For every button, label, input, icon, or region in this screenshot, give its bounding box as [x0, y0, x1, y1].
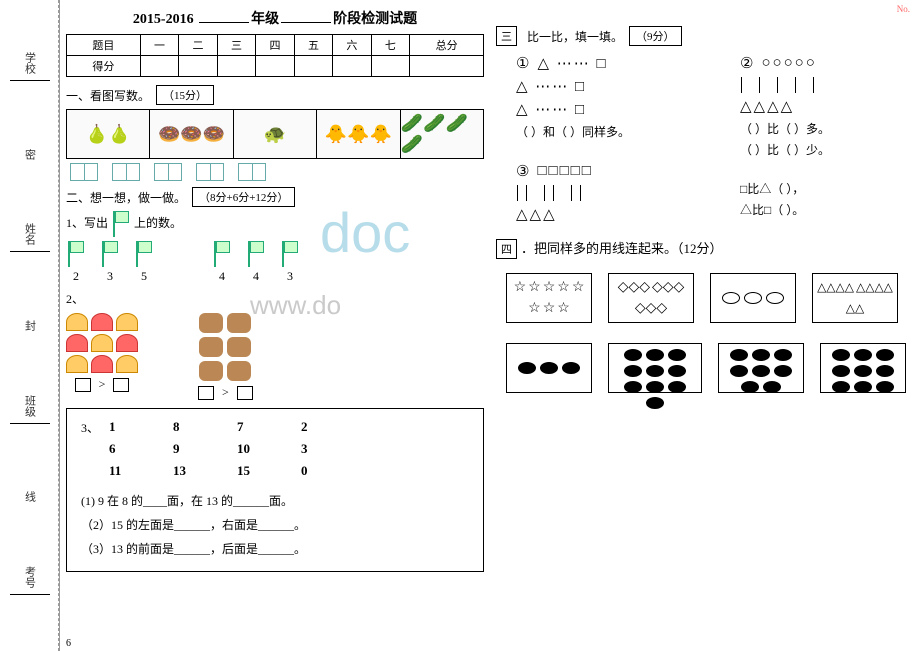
more-text: （ ）比（ ）多。 — [720, 120, 914, 137]
blank-q2: （2）15 的左面是______，右面是______。 — [81, 513, 469, 537]
r2-text: △比□（ ）。 — [720, 201, 914, 218]
blank-q3: （3）13 的前面是______，后面是______。 — [81, 537, 469, 561]
less-text: （ ）比（ ）少。 — [720, 141, 914, 158]
flag-numbers: 235443 — [66, 269, 484, 284]
section-1-head: 一、看图写数。（15分） — [66, 85, 484, 105]
margin-label: 姓名 — [22, 223, 38, 245]
page-number: 6 — [66, 638, 71, 649]
score-table: 题目一二三 四五六七总分 得分 — [66, 34, 484, 77]
margin-label: 班级 — [22, 395, 38, 417]
match-bottom — [496, 343, 914, 393]
section-4-head: 四．把同样多的用线连起来。（12分） — [496, 238, 914, 259]
seal-char: 密 — [22, 149, 38, 160]
sub-q2: 2、 — [66, 290, 484, 307]
q3-r3: ③□□□□□ — [496, 162, 690, 181]
picture-row: 🍐🍐🍩🍩🍩🐢🐥🐥🐥🥒🥒🥒🥒 — [66, 109, 484, 159]
margin-label: 学校 — [22, 52, 38, 74]
seal-char: 线 — [22, 491, 38, 502]
seal-char: 封 — [22, 320, 38, 331]
exam-title: 2015-2016 年级阶段检测试题 — [66, 8, 484, 28]
q3-box: 3、 1872 69103 1113150 (1) 9 在 8 的____面，在… — [66, 408, 484, 572]
answer-boxes — [66, 163, 484, 181]
section-3-head: 三比一比，填一填。（9分） — [496, 26, 914, 46]
sub-q1: 1、写出 上的数。 — [66, 211, 484, 237]
q3-r1: ①△ ⋯⋯ □ — [496, 54, 690, 73]
blank-q1: (1) 9 在 8 的____面，在 13 的______面。 — [81, 489, 469, 513]
q3-r2: ② ○○○○○ — [720, 54, 914, 73]
margin-label: 考号 — [22, 566, 38, 588]
match-top: ◇◇◇◇◇◇◇◇◇ △△△△△△△△△△ — [496, 273, 914, 323]
r1-text: □比△（ ）， — [720, 180, 914, 197]
section-2-head: 二、想一想，做一做。（8分+6分+12分） — [66, 187, 484, 207]
right-page: No. 三比一比，填一填。（9分） ①△ ⋯⋯ □ △ ⋯⋯ □ △ ⋯⋯ □ … — [490, 0, 920, 651]
left-page: 2015-2016 年级阶段检测试题 题目一二三 四五六七总分 得分 一、看图写… — [60, 0, 490, 651]
note-label: No. — [897, 4, 910, 14]
same-text: （ ）和（ ）同样多。 — [496, 123, 690, 140]
binding-margin: 学校 密 姓名 封 班级 线 考号 — [0, 0, 60, 651]
q2-compare: > > — [66, 313, 484, 400]
